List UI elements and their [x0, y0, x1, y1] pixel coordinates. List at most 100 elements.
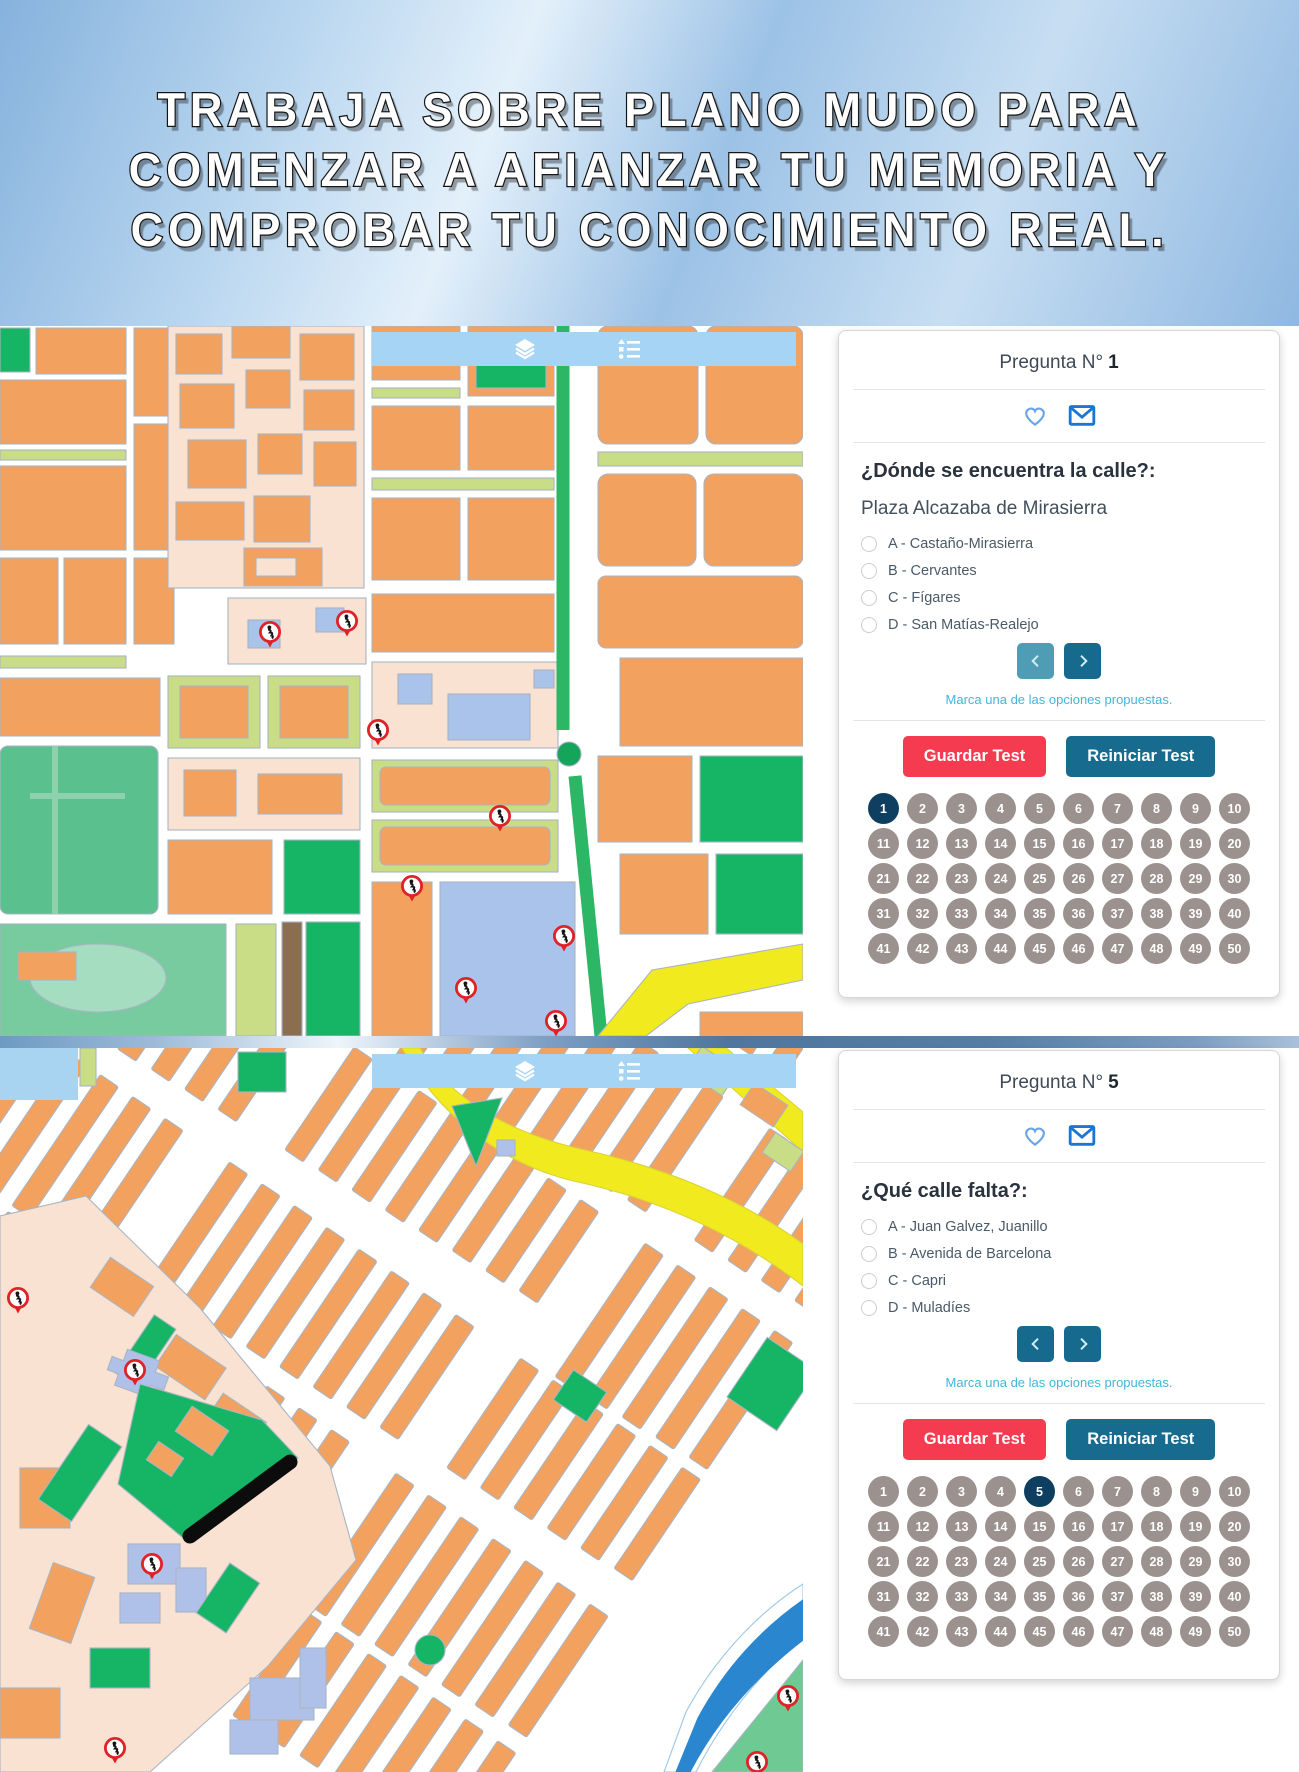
radio-button[interactable]: [861, 1219, 877, 1235]
question-number-button[interactable]: 21: [868, 863, 899, 894]
question-number-button[interactable]: 20: [1219, 1511, 1250, 1542]
question-number-button[interactable]: 41: [868, 933, 899, 964]
question-number-button[interactable]: 1: [868, 793, 899, 824]
question-number-button[interactable]: 35: [1024, 898, 1055, 929]
question-number-button[interactable]: 13: [946, 828, 977, 859]
question-number-button[interactable]: 8: [1141, 1476, 1172, 1507]
question-number-button[interactable]: 28: [1141, 863, 1172, 894]
question-number-button[interactable]: 21: [868, 1546, 899, 1577]
question-number-button[interactable]: 46: [1063, 933, 1094, 964]
question-number-button[interactable]: 4: [985, 1476, 1016, 1507]
question-number-button[interactable]: 50: [1219, 1616, 1250, 1647]
question-number-button[interactable]: 11: [868, 828, 899, 859]
question-number-button[interactable]: 38: [1141, 1581, 1172, 1612]
question-number-button[interactable]: 18: [1141, 1511, 1172, 1542]
answer-option[interactable]: D - San Matías-Realejo: [861, 617, 1257, 633]
answer-option[interactable]: D - Muladíes: [861, 1300, 1257, 1316]
question-number-button[interactable]: 24: [985, 863, 1016, 894]
prev-question-button[interactable]: [1017, 643, 1054, 679]
question-number-button[interactable]: 10: [1219, 1476, 1250, 1507]
question-number-button[interactable]: 46: [1063, 1616, 1094, 1647]
question-number-button[interactable]: 1: [868, 1476, 899, 1507]
answer-option[interactable]: B - Avenida de Barcelona: [861, 1246, 1257, 1262]
question-number-button[interactable]: 20: [1219, 828, 1250, 859]
question-number-button[interactable]: 33: [946, 1581, 977, 1612]
question-number-button[interactable]: 39: [1180, 1581, 1211, 1612]
answer-option[interactable]: B - Cervantes: [861, 563, 1257, 579]
question-number-button[interactable]: 23: [946, 1546, 977, 1577]
question-number-button[interactable]: 48: [1141, 1616, 1172, 1647]
answer-option[interactable]: A - Juan Galvez, Juanillo: [861, 1219, 1257, 1235]
question-number-button[interactable]: 12: [907, 828, 938, 859]
question-number-button[interactable]: 50: [1219, 933, 1250, 964]
question-number-button[interactable]: 40: [1219, 898, 1250, 929]
question-number-button[interactable]: 34: [985, 1581, 1016, 1612]
question-number-button[interactable]: 44: [985, 933, 1016, 964]
question-number-button[interactable]: 26: [1063, 863, 1094, 894]
send-mail-button[interactable]: [1067, 1123, 1097, 1149]
question-number-button[interactable]: 7: [1102, 793, 1133, 824]
question-number-button[interactable]: 30: [1219, 1546, 1250, 1577]
radio-button[interactable]: [861, 590, 877, 606]
send-mail-button[interactable]: [1067, 403, 1097, 429]
question-number-button[interactable]: 35: [1024, 1581, 1055, 1612]
question-number-button[interactable]: 5: [1024, 793, 1055, 824]
question-number-button[interactable]: 27: [1102, 863, 1133, 894]
question-number-button[interactable]: 18: [1141, 828, 1172, 859]
next-question-button[interactable]: [1064, 1326, 1101, 1362]
question-number-button[interactable]: 6: [1063, 793, 1094, 824]
question-number-button[interactable]: 3: [946, 1476, 977, 1507]
question-number-button[interactable]: 36: [1063, 1581, 1094, 1612]
question-number-button[interactable]: 32: [907, 1581, 938, 1612]
question-number-button[interactable]: 3: [946, 793, 977, 824]
question-number-button[interactable]: 48: [1141, 933, 1172, 964]
layers-button[interactable]: [510, 1059, 540, 1083]
favorite-button[interactable]: [1021, 1123, 1049, 1149]
question-number-button[interactable]: 41: [868, 1616, 899, 1647]
layers-button[interactable]: [510, 337, 540, 361]
question-number-button[interactable]: 47: [1102, 1616, 1133, 1647]
reset-test-button[interactable]: Reiniciar Test: [1066, 736, 1216, 777]
answer-option[interactable]: C - Capri: [861, 1273, 1257, 1289]
question-number-button[interactable]: 36: [1063, 898, 1094, 929]
question-number-button[interactable]: 17: [1102, 828, 1133, 859]
question-number-button[interactable]: 7: [1102, 1476, 1133, 1507]
question-number-button[interactable]: 28: [1141, 1546, 1172, 1577]
question-number-button[interactable]: 31: [868, 898, 899, 929]
question-number-button[interactable]: 25: [1024, 1546, 1055, 1577]
question-number-button[interactable]: 2: [907, 1476, 938, 1507]
prev-question-button[interactable]: [1017, 1326, 1054, 1362]
question-number-button[interactable]: 45: [1024, 1616, 1055, 1647]
question-number-button[interactable]: 33: [946, 898, 977, 929]
question-number-button[interactable]: 49: [1180, 1616, 1211, 1647]
question-number-button[interactable]: 10: [1219, 793, 1250, 824]
question-number-button[interactable]: 49: [1180, 933, 1211, 964]
map-pin-icon[interactable]: [746, 1751, 768, 1772]
question-number-button[interactable]: 38: [1141, 898, 1172, 929]
question-number-button[interactable]: 6: [1063, 1476, 1094, 1507]
question-number-button[interactable]: 16: [1063, 828, 1094, 859]
question-number-button[interactable]: 23: [946, 863, 977, 894]
question-number-button[interactable]: 31: [868, 1581, 899, 1612]
question-number-button[interactable]: 9: [1180, 793, 1211, 824]
radio-button[interactable]: [861, 1246, 877, 1262]
question-number-button[interactable]: 26: [1063, 1546, 1094, 1577]
question-number-button[interactable]: 44: [985, 1616, 1016, 1647]
radio-button[interactable]: [861, 536, 877, 552]
radio-button[interactable]: [861, 617, 877, 633]
question-number-button[interactable]: 25: [1024, 863, 1055, 894]
question-number-button[interactable]: 39: [1180, 898, 1211, 929]
question-number-button[interactable]: 8: [1141, 793, 1172, 824]
question-number-button[interactable]: 22: [907, 1546, 938, 1577]
question-number-button[interactable]: 17: [1102, 1511, 1133, 1542]
question-number-button[interactable]: 14: [985, 1511, 1016, 1542]
question-number-button[interactable]: 30: [1219, 863, 1250, 894]
question-number-button[interactable]: 42: [907, 933, 938, 964]
legend-list-button[interactable]: [614, 337, 644, 361]
question-number-button[interactable]: 37: [1102, 898, 1133, 929]
question-number-button[interactable]: 13: [946, 1511, 977, 1542]
question-number-button[interactable]: 22: [907, 863, 938, 894]
question-number-button[interactable]: 29: [1180, 863, 1211, 894]
answer-option[interactable]: C - Fígares: [861, 590, 1257, 606]
question-number-button[interactable]: 19: [1180, 828, 1211, 859]
